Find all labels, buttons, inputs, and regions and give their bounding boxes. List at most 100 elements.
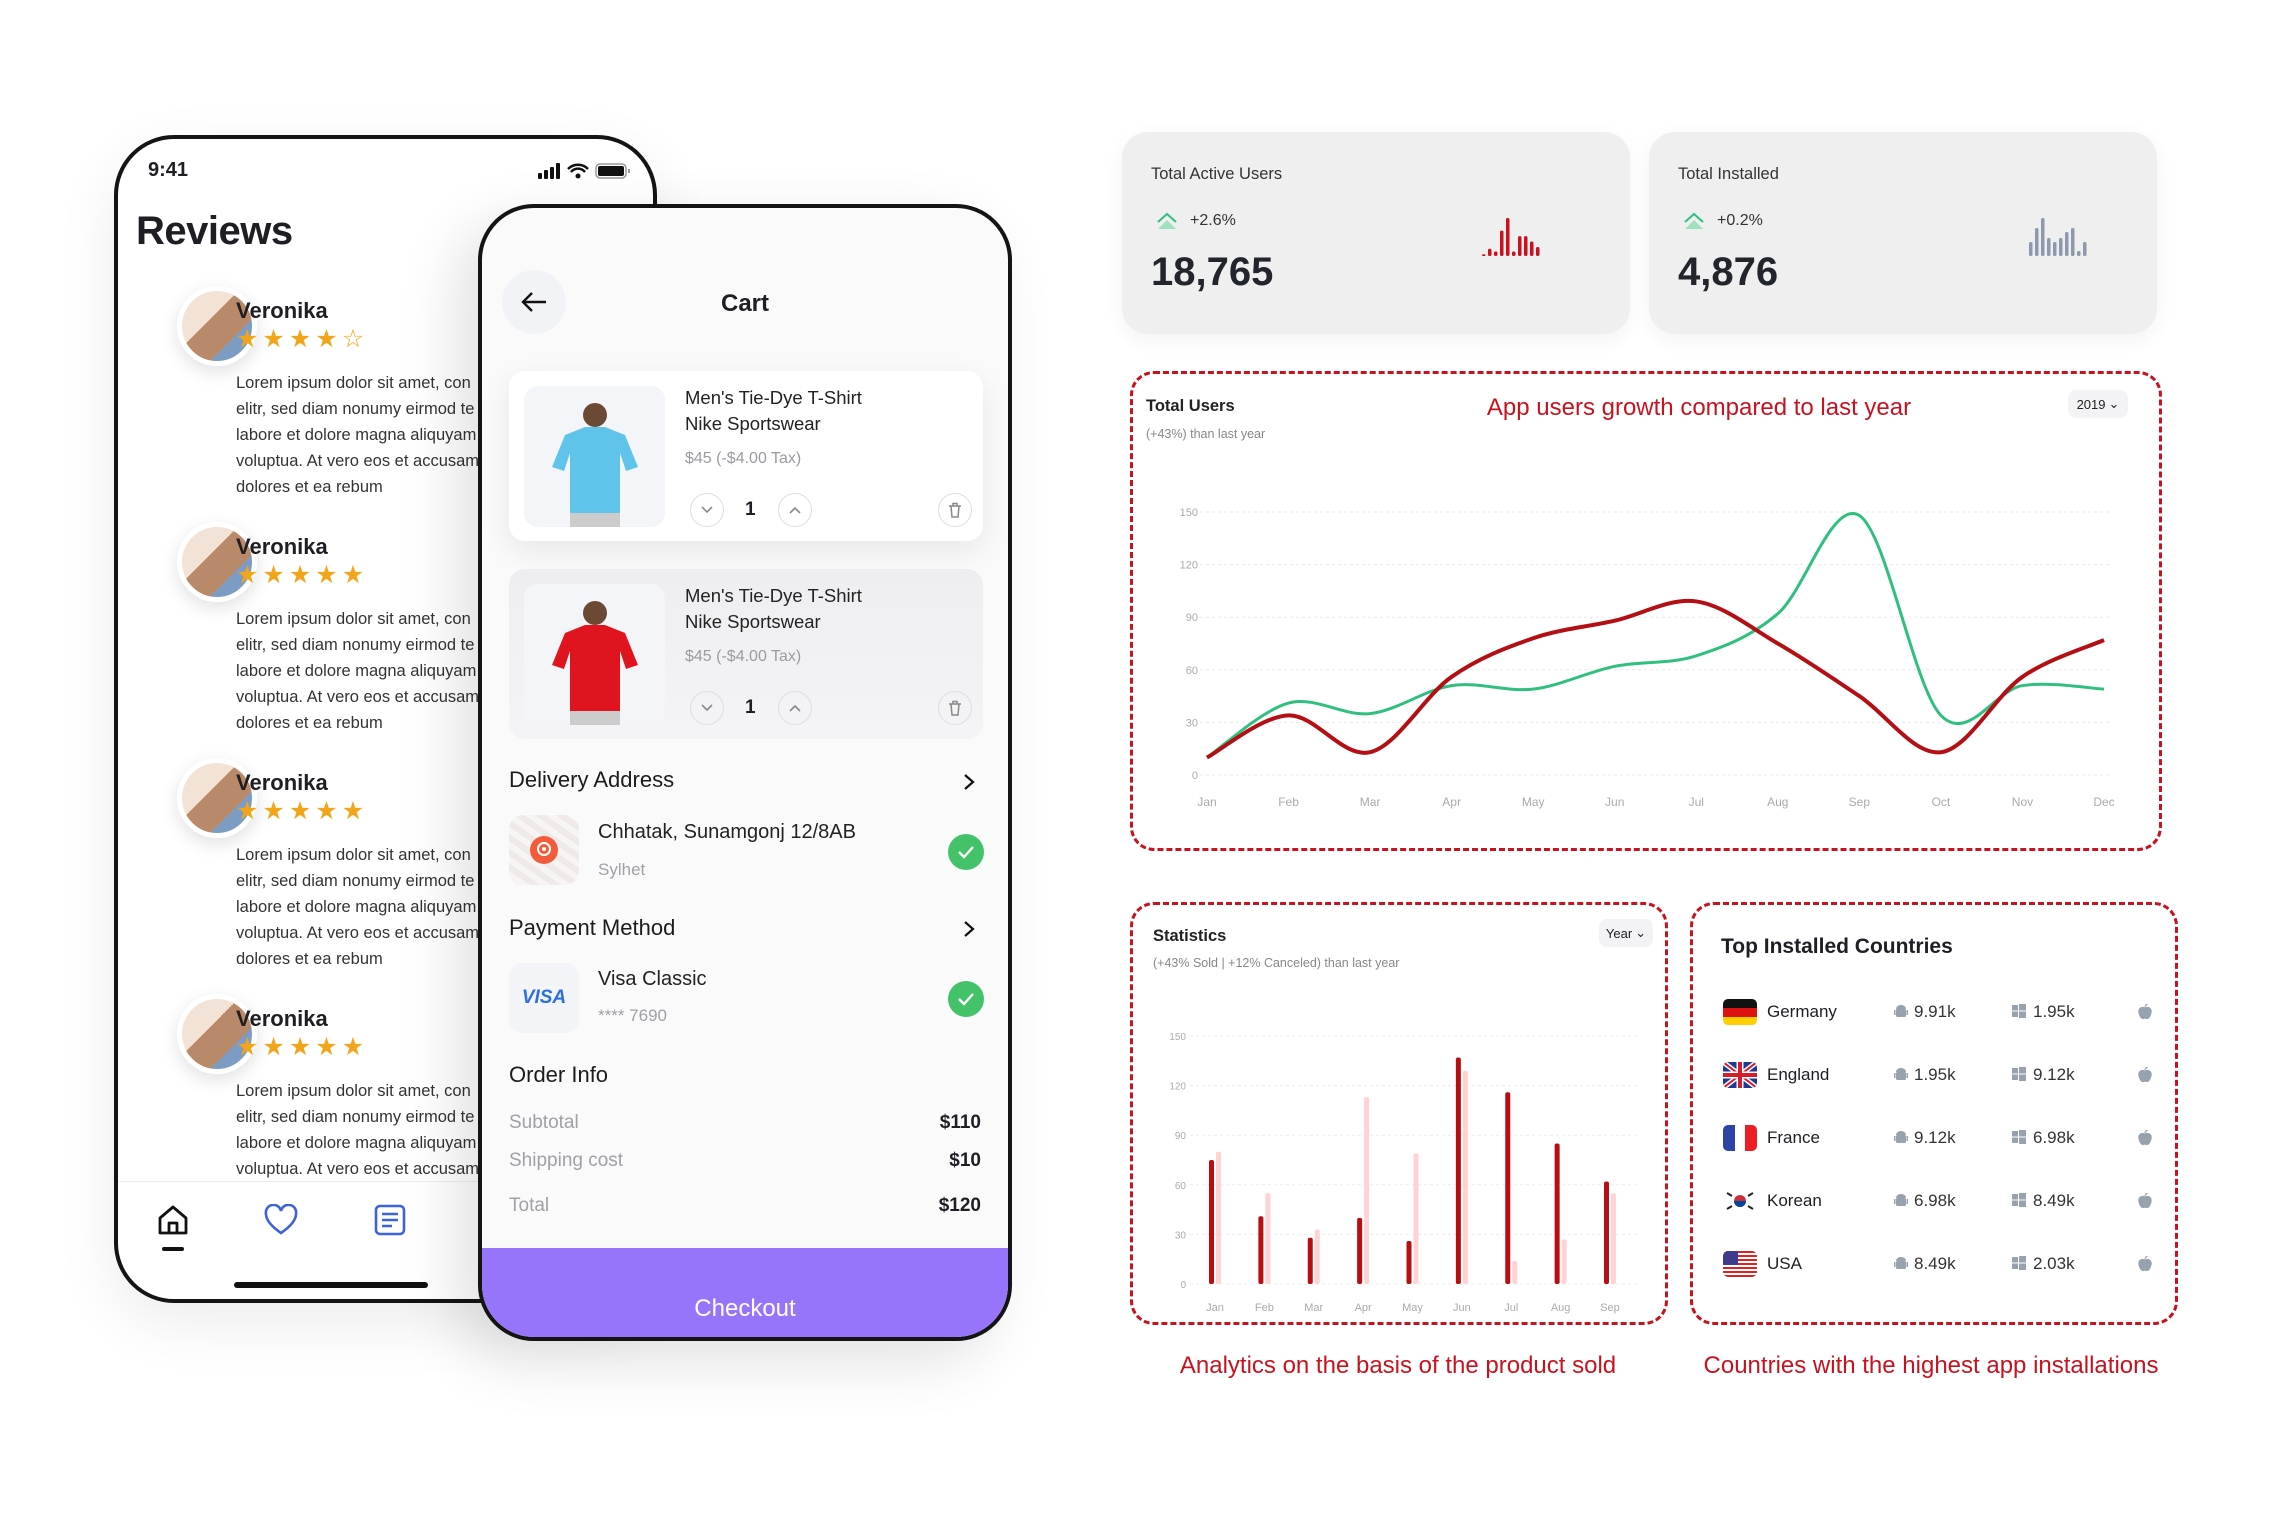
sparkline-bar	[2065, 232, 2069, 256]
map-thumbnail	[509, 815, 579, 885]
arrow-left-icon	[521, 292, 546, 312]
sparkline-bar	[2029, 242, 2033, 256]
decrease-qty-button[interactable]	[690, 493, 724, 527]
star-filled-icon: ★	[341, 1033, 369, 1061]
stat-card: Total Active Users +2.6% 18,765	[1122, 132, 1630, 334]
stat-label: Total Active Users	[1151, 165, 1283, 183]
flag-us-icon	[1723, 1251, 1757, 1277]
star-filled-icon: ★	[236, 797, 263, 825]
review-text-line: elitr, sed diam nonumy eirmod te	[236, 636, 475, 654]
back-button[interactable]	[502, 270, 566, 334]
chevron-down-icon: ⌄	[2108, 396, 2120, 411]
sparkline-bar	[1500, 230, 1504, 256]
sparkline-bar	[1488, 248, 1492, 256]
home-active-indicator	[162, 1247, 184, 1251]
period-dropdown[interactable]: Year ⌄	[1599, 919, 1653, 947]
country-row: Germany 9.91k 1.95k	[1723, 995, 2163, 1031]
year-dropdown[interactable]: 2019 ⌄	[2068, 390, 2128, 418]
avatar	[177, 758, 257, 838]
star-rating: ★★★★☆	[236, 324, 368, 354]
review-text-line: labore et dolore magna aliquyam	[236, 662, 477, 680]
review-text-line: dolores et ea rebum	[236, 478, 383, 496]
star-filled-icon: ★	[315, 1033, 342, 1061]
increase-qty-button[interactable]	[778, 493, 812, 527]
chart-title: Total Users	[1146, 397, 1235, 415]
visa-logo: VISA	[509, 963, 579, 1033]
star-filled-icon: ★	[262, 561, 289, 589]
home-indicator	[234, 1282, 428, 1288]
checkout-button[interactable]: Checkout	[482, 1248, 1008, 1337]
android-icon	[1894, 1131, 1908, 1143]
sparkline-bar	[1530, 241, 1534, 256]
star-outline-icon: ☆	[341, 325, 369, 353]
review-text-line: voluptua. At vero eos et accusam	[236, 1160, 480, 1178]
page-title: Reviews	[136, 209, 293, 253]
review-list[interactable]: Veronika ★★★★☆ Lorem ipsum dolor sit ame…	[118, 139, 653, 1181]
android-icon	[1894, 1005, 1908, 1017]
address-city: Sylhet	[598, 860, 646, 879]
product-price: $45 (-$4.00 Tax)	[685, 450, 802, 467]
avatar	[177, 522, 257, 602]
chevron-up-icon	[789, 506, 801, 514]
sparkline-bar	[1512, 251, 1516, 256]
android-installs: 8.49k	[1914, 1254, 1956, 1273]
sparkline-bar	[2083, 242, 2087, 256]
review-text: Lorem ipsum dolor sit amet, con elitr, se…	[236, 606, 479, 736]
delete-button[interactable]	[938, 691, 972, 725]
home-icon[interactable]	[156, 1203, 190, 1237]
sparkline-bar	[2035, 228, 2039, 256]
decrease-qty-button[interactable]	[690, 691, 724, 725]
review-item: Veronika ★★★★★ Lorem ipsum dolor sit ame…	[177, 994, 653, 1181]
product-image	[524, 584, 665, 725]
apple-icon	[2138, 1256, 2152, 1272]
windows-icon	[2012, 1130, 2026, 1144]
sparkline-bar	[1518, 236, 1522, 256]
country-name: Korean	[1767, 1191, 1822, 1210]
avatar	[177, 286, 257, 366]
trend-up-icon	[1157, 212, 1177, 229]
delivery-heading: Delivery Address	[509, 767, 675, 792]
chart-subtitle: (+43% Sold | +12% Canceled) than last ye…	[1153, 956, 1400, 970]
sparkline-bar	[1536, 246, 1540, 256]
review-text-line: voluptua. At vero eos et accusam	[236, 452, 480, 470]
cart-item[interactable]: Men's Tie-Dye T-Shirt Nike Sportswear $45…	[509, 569, 983, 739]
windows-icon	[2012, 1067, 2026, 1081]
order-row-label: Total	[509, 1195, 550, 1216]
star-filled-icon: ★	[236, 561, 263, 589]
cart-item[interactable]: Men's Tie-Dye T-Shirt Nike Sportswear $45…	[509, 371, 983, 541]
card-name: Visa Classic	[598, 968, 707, 990]
star-rating: ★★★★★	[236, 560, 368, 590]
chevron-right-icon[interactable]	[962, 919, 976, 939]
order-info-heading: Order Info	[509, 1062, 609, 1087]
product-image	[524, 386, 665, 527]
review-text-line: elitr, sed diam nonumy eirmod te	[236, 400, 475, 418]
status-time: 9:41	[148, 159, 189, 181]
star-filled-icon: ★	[315, 797, 342, 825]
delete-button[interactable]	[938, 493, 972, 527]
android-installs: 1.95k	[1914, 1065, 1956, 1084]
stat-value: 18,765	[1151, 250, 1274, 294]
sparkline-bar	[1494, 251, 1498, 256]
check-icon	[948, 834, 984, 870]
heart-icon[interactable]	[264, 1204, 298, 1236]
page-title: Cart	[720, 290, 769, 317]
windows-installs: 2.03k	[2033, 1254, 2075, 1273]
country-row: England 1.95k 9.12k	[1723, 1058, 2163, 1094]
chart-title: Statistics	[1153, 927, 1227, 945]
increase-qty-button[interactable]	[778, 691, 812, 725]
star-filled-icon: ★	[341, 561, 369, 589]
status-icons	[538, 163, 630, 179]
country-name: France	[1767, 1128, 1820, 1147]
chevron-down-icon	[701, 704, 713, 712]
list-icon[interactable]	[373, 1203, 407, 1237]
review-text: Lorem ipsum dolor sit amet, con elitr, se…	[236, 370, 479, 500]
country-name: England	[1767, 1065, 1830, 1084]
country-row: USA 8.49k 2.03k	[1723, 1247, 2163, 1283]
country-name: Germany	[1767, 1002, 1837, 1021]
star-rating: ★★★★★	[236, 796, 368, 826]
star-filled-icon: ★	[315, 325, 342, 353]
chevron-right-icon[interactable]	[962, 772, 976, 792]
review-text-line: Lorem ipsum dolor sit amet, con	[236, 610, 471, 628]
windows-icon	[2012, 1004, 2026, 1018]
chart-subtitle: (+43%) than last year	[1146, 427, 1266, 441]
